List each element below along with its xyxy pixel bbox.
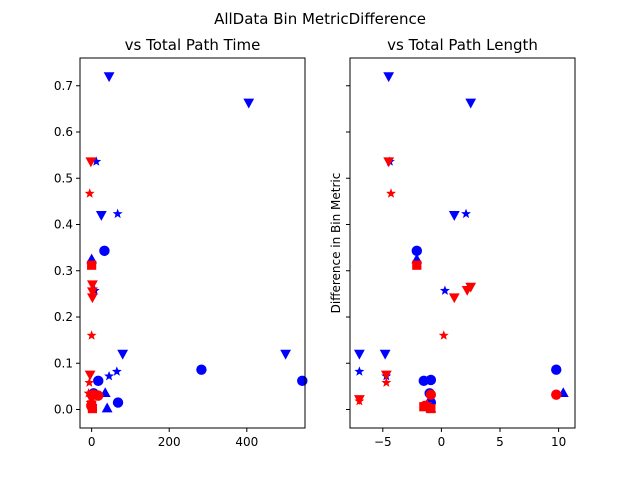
y-axis: 0.0 0.1 0.2 0.3 0.4 0.5 0.6 0.7	[54, 79, 80, 417]
data-point	[439, 285, 450, 295]
data-point	[103, 72, 115, 83]
data-point	[95, 211, 107, 221]
data-point	[465, 98, 477, 109]
data-point	[117, 349, 129, 360]
data-point	[411, 245, 422, 257]
data-point	[461, 285, 473, 296]
data-point	[353, 349, 365, 360]
data-point	[425, 374, 437, 386]
subplot-2: vs Total Path Length −5 0 5 10 Difference in …	[329, 36, 576, 449]
y-tick-label: 0.6	[54, 125, 73, 139]
y-tick-label: 0.7	[54, 79, 73, 93]
subplot-title: vs Total Path Time	[125, 36, 261, 54]
data-points	[83, 72, 308, 414]
data-point	[91, 156, 102, 166]
data-point	[111, 366, 122, 376]
data-point	[354, 395, 365, 406]
data-point	[412, 260, 422, 270]
data-point	[112, 397, 124, 408]
data-point	[87, 287, 98, 298]
data-point	[84, 188, 95, 198]
data-point	[383, 72, 395, 83]
data-point	[93, 375, 104, 387]
data-point	[83, 388, 94, 398]
data-point	[426, 403, 436, 414]
subplots: vs Total Path Time 0 200 400 0.0 0.1 0.2 0.3 0.4…	[54, 36, 576, 449]
data-point	[87, 293, 98, 304]
y-axis-label: Difference in Bin Metric	[329, 173, 343, 314]
data-point	[85, 157, 97, 168]
x-tick-label: −5	[374, 435, 392, 449]
x-tick-label: 0	[88, 435, 96, 449]
data-point	[112, 208, 123, 219]
data-point	[425, 389, 437, 400]
y-tick-label: 0.2	[54, 310, 73, 324]
data-point	[383, 157, 395, 168]
data-points	[353, 72, 569, 414]
y-tick-label: 0.3	[54, 264, 73, 278]
x-tick-label: 0	[438, 435, 446, 449]
axes-frame	[349, 57, 576, 429]
data-point	[551, 389, 562, 400]
data-point	[86, 400, 97, 411]
y-tick-label: 0.1	[54, 356, 73, 370]
x-tick-label: 200	[158, 435, 181, 449]
data-point	[87, 260, 97, 270]
data-point	[101, 402, 113, 413]
figure-suptitle: AllData Bin MetricDifference	[214, 10, 426, 28]
data-point	[438, 330, 449, 340]
data-point	[419, 400, 431, 411]
data-point	[99, 245, 110, 257]
x-tick-label: 5	[496, 435, 504, 449]
data-point	[84, 377, 95, 387]
subplot-title: vs Total Path Length	[387, 36, 538, 54]
data-point	[84, 370, 96, 381]
data-point	[297, 375, 308, 387]
axes-frame	[79, 57, 306, 429]
data-point	[93, 390, 104, 401]
x-tick-label: 10	[551, 435, 566, 449]
data-point	[448, 211, 460, 221]
data-point	[280, 349, 292, 360]
data-point	[386, 188, 396, 198]
data-point	[104, 371, 115, 381]
x-axis: −5 0 5 10	[374, 428, 566, 449]
data-point	[354, 366, 365, 376]
y-tick-label: 0.4	[54, 218, 73, 232]
data-point	[196, 364, 207, 375]
x-tick-label: 400	[235, 435, 258, 449]
data-point	[551, 364, 562, 375]
data-point	[380, 370, 392, 381]
data-point	[461, 208, 471, 219]
x-axis: 0 200 400	[88, 428, 258, 449]
subplot-1: vs Total Path Time 0 200 400 0.0 0.1 0.2 0.3 0.4…	[54, 36, 308, 449]
data-point	[448, 293, 460, 304]
data-point	[379, 349, 391, 360]
data-point	[87, 280, 98, 291]
data-point	[86, 330, 97, 340]
data-point	[381, 377, 392, 387]
y-axis	[346, 85, 350, 410]
y-tick-label: 0.0	[54, 403, 73, 417]
y-tick-label: 0.5	[54, 171, 73, 185]
data-point	[243, 98, 255, 109]
